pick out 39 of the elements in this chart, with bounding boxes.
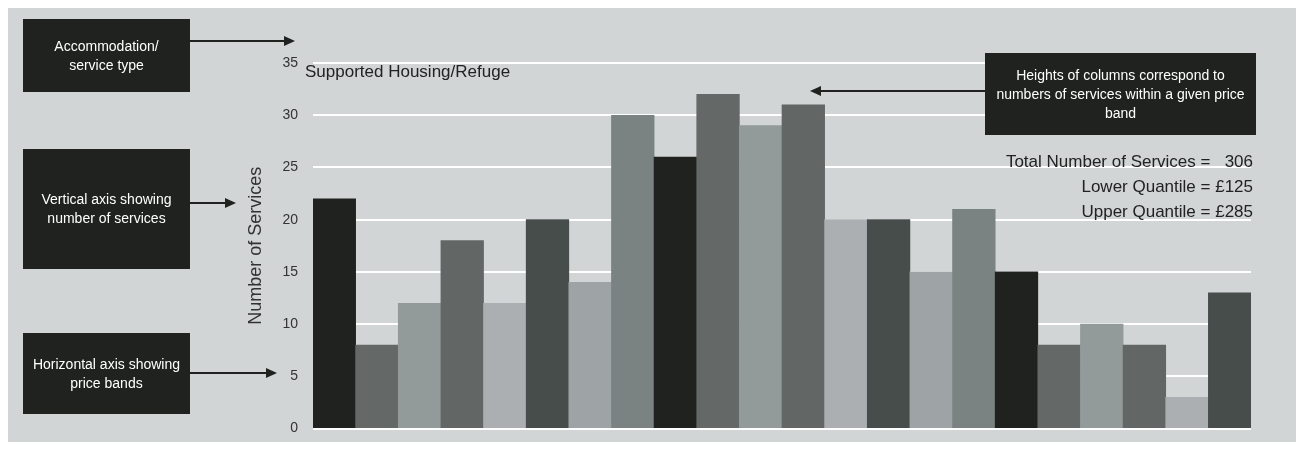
bar <box>568 282 612 428</box>
bar <box>994 271 1039 428</box>
bar <box>397 302 442 428</box>
bar <box>824 219 868 428</box>
annotation: Lower Quantile = £125 <box>1081 177 1253 197</box>
y-tick-label: 0 <box>290 419 299 436</box>
bar <box>440 240 484 428</box>
text: Vertical axis showing number of services <box>23 149 190 269</box>
bar <box>1122 344 1167 428</box>
text: Horizontal axis showing price bands <box>23 333 190 414</box>
bar <box>611 114 655 428</box>
y-tick-label: 10 <box>282 315 299 331</box>
text: Accommodation/ service type <box>23 19 190 92</box>
y-tick-label: 35 <box>282 53 299 70</box>
y-tick-label: 25 <box>282 158 299 175</box>
y-tick-label: 5 <box>290 367 299 384</box>
bar <box>866 219 911 428</box>
annotation: Upper Quantile = £285 <box>1081 202 1253 222</box>
bar <box>355 344 399 428</box>
bar <box>781 104 825 428</box>
bar <box>1165 396 1209 428</box>
y-tick-label: 30 <box>282 106 299 123</box>
bar <box>739 125 783 428</box>
bar <box>1208 292 1251 428</box>
y-tick-label: 20 <box>282 210 299 227</box>
chart-title: Supported Housing/Refuge <box>305 62 511 82</box>
bar <box>483 302 527 428</box>
annotation: Heights of columns correspond to numbers of services within a given price band <box>985 53 1256 135</box>
bar <box>909 271 953 428</box>
bar <box>1080 323 1124 428</box>
y-axis-title: Number of Services <box>244 166 265 325</box>
bar <box>313 198 356 428</box>
bar <box>696 94 740 428</box>
bar <box>1037 344 1081 428</box>
bar <box>952 208 996 428</box>
bar <box>653 156 698 428</box>
bar <box>525 219 570 428</box>
y-tick-label: 15 <box>282 262 299 279</box>
annotation: Total Number of Services = 306 <box>1005 152 1253 172</box>
